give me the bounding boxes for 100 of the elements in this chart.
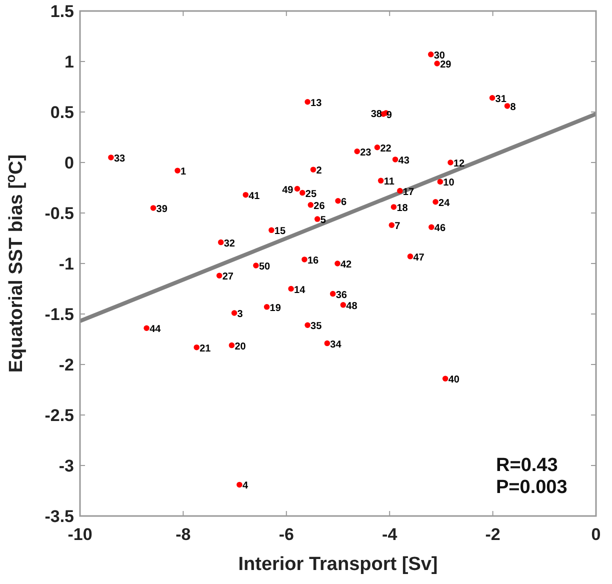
y-tick-label: 1 <box>64 52 74 72</box>
point <box>288 286 294 292</box>
point <box>437 178 444 185</box>
point <box>428 224 434 230</box>
point <box>253 262 259 268</box>
point <box>335 198 341 204</box>
annotation: 17 <box>402 186 414 198</box>
annotation: 2 <box>316 166 322 177</box>
point <box>264 304 270 310</box>
point <box>448 160 454 166</box>
point <box>294 186 300 192</box>
annotation: 32 <box>224 238 236 250</box>
x-tick-label: -8 <box>176 525 191 544</box>
x-tick-label: -4 <box>382 525 398 544</box>
annotation: 40 <box>448 374 460 386</box>
point <box>308 202 314 208</box>
point <box>407 254 414 260</box>
point <box>340 302 346 308</box>
point <box>334 260 340 266</box>
annotation: 39 <box>156 204 168 215</box>
annotation: 43 <box>398 155 410 166</box>
annotation: 21 <box>200 343 212 354</box>
x-tick-label: -10 <box>68 525 92 544</box>
annotation: 3 <box>237 308 244 320</box>
annotation: 50 <box>258 262 271 273</box>
point <box>304 322 310 328</box>
annotation: 20 <box>234 341 246 352</box>
point <box>388 222 395 228</box>
annotation: 14 <box>294 284 306 296</box>
annotation: 15 <box>274 226 286 238</box>
y-tick-label: 0.5 <box>50 103 74 122</box>
point <box>231 310 238 316</box>
point <box>304 99 310 105</box>
point <box>324 340 330 346</box>
x-axis-title: Interior Transport [Sv] <box>238 554 438 575</box>
annotation: 33 <box>114 153 126 164</box>
point <box>242 192 249 198</box>
point <box>302 256 308 262</box>
annotation: 24 <box>438 198 450 209</box>
point <box>390 204 397 210</box>
annotation: 47 <box>413 252 425 264</box>
annotation: 6 <box>341 196 347 208</box>
point <box>354 148 360 154</box>
point <box>300 190 306 196</box>
annotation: 46 <box>434 223 446 234</box>
y-tick-label: -1.5 <box>44 305 74 324</box>
annotation: 8 <box>510 102 516 113</box>
annotation: 16 <box>307 255 320 266</box>
point <box>236 482 242 488</box>
point <box>310 166 316 172</box>
point <box>489 94 496 101</box>
annotation: 29 <box>440 60 452 71</box>
annotation: P=0.003 <box>496 477 568 498</box>
annotation: 31 <box>495 94 507 105</box>
point <box>108 154 114 160</box>
annotation: 44 <box>150 324 162 336</box>
y-tick-label: 0 <box>64 154 74 172</box>
annotation: 35 <box>310 321 322 332</box>
point <box>330 290 336 297</box>
point <box>378 178 384 184</box>
point <box>397 188 403 194</box>
point <box>150 205 156 211</box>
y-tick-label: -2.5 <box>44 406 74 425</box>
annotation: 38 <box>370 109 382 120</box>
point <box>174 168 180 174</box>
annotation: 11 <box>384 176 395 188</box>
annotation: 13 <box>310 98 322 109</box>
y-tick-label: 1.5 <box>50 2 74 21</box>
point <box>194 344 200 350</box>
y-tick-label: -0.5 <box>44 204 74 223</box>
y-tick-label: -1 <box>58 254 74 274</box>
annotation: 1 <box>180 166 187 178</box>
annotation: 34 <box>330 339 342 350</box>
annotation: 48 <box>346 300 358 312</box>
x-tick-label: -6 <box>278 525 294 544</box>
x-tick-label: 0 <box>591 525 601 544</box>
annotation: 36 <box>336 290 348 301</box>
annotation: 22 <box>380 143 392 154</box>
annotation: 30 <box>434 50 446 62</box>
point <box>374 144 380 150</box>
annotation: 49 <box>282 184 294 196</box>
annotation: 23 <box>360 147 372 158</box>
x-tick-label: -2 <box>485 525 500 544</box>
annotation: 26 <box>314 200 326 212</box>
point <box>392 156 398 162</box>
y-tick-label: -3.5 <box>44 507 74 526</box>
point <box>504 103 510 109</box>
point <box>228 342 235 348</box>
annotation: 9 <box>386 110 392 122</box>
point <box>428 52 434 58</box>
point <box>218 239 224 246</box>
annotation: 41 <box>248 190 260 202</box>
annotation: 19 <box>270 302 282 314</box>
annotation: R=0.43 <box>496 455 558 476</box>
point <box>442 376 448 382</box>
y-tick-label: -2 <box>58 356 74 374</box>
annotation: 4 <box>242 480 248 492</box>
annotation: 10 <box>443 178 455 189</box>
annotation: 12 <box>453 158 466 170</box>
point <box>314 216 320 222</box>
